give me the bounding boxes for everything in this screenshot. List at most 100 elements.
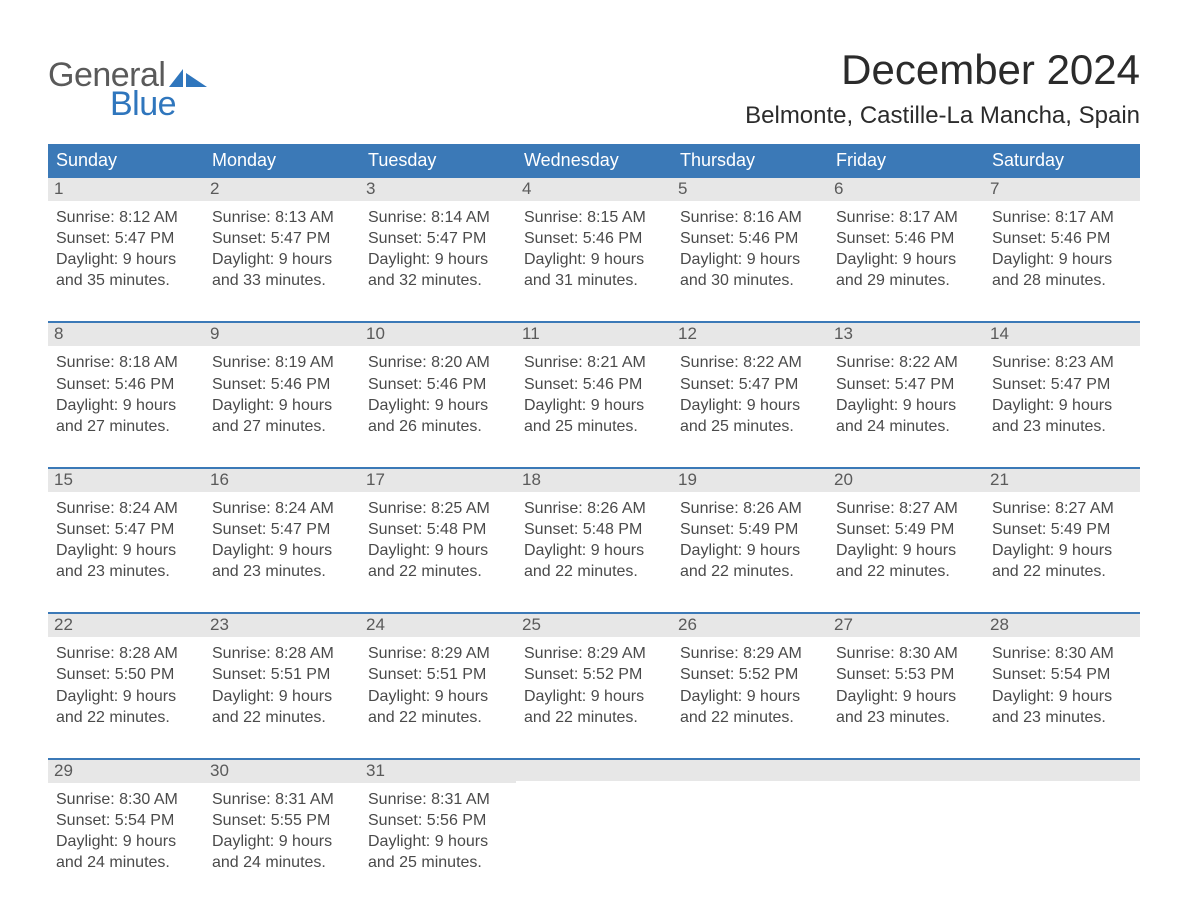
daylight-line-2: and 22 minutes. [680,561,820,582]
sunrise-line: Sunrise: 8:27 AM [992,498,1132,519]
calendar-day [516,760,672,877]
day-number: 29 [48,760,204,783]
day-number: 4 [516,178,672,201]
calendar-day: 31Sunrise: 8:31 AMSunset: 5:56 PMDayligh… [360,760,516,877]
day-details: Sunrise: 8:12 AMSunset: 5:47 PMDaylight:… [48,201,204,295]
weeks-container: 1Sunrise: 8:12 AMSunset: 5:47 PMDaylight… [48,178,1140,877]
day-number: 7 [984,178,1140,201]
calendar-day: 20Sunrise: 8:27 AMSunset: 5:49 PMDayligh… [828,469,984,586]
sunset-line: Sunset: 5:51 PM [368,664,508,685]
sunset-line: Sunset: 5:46 PM [524,228,664,249]
sunrise-line: Sunrise: 8:25 AM [368,498,508,519]
daylight-line-1: Daylight: 9 hours [524,686,664,707]
daylight-line-1: Daylight: 9 hours [680,540,820,561]
day-number: 27 [828,614,984,637]
sunrise-line: Sunrise: 8:30 AM [836,643,976,664]
day-of-week-label: Friday [828,144,984,178]
calendar-day: 29Sunrise: 8:30 AMSunset: 5:54 PMDayligh… [48,760,204,877]
daylight-line-1: Daylight: 9 hours [368,249,508,270]
day-number: 10 [360,323,516,346]
calendar-week: 15Sunrise: 8:24 AMSunset: 5:47 PMDayligh… [48,467,1140,586]
logo: General Blue [48,56,209,124]
sunrise-line: Sunrise: 8:19 AM [212,352,352,373]
sunset-line: Sunset: 5:50 PM [56,664,196,685]
sunset-line: Sunset: 5:47 PM [992,374,1132,395]
daylight-line-2: and 22 minutes. [56,707,196,728]
sunset-line: Sunset: 5:46 PM [212,374,352,395]
day-of-week-label: Saturday [984,144,1140,178]
day-number [516,760,672,781]
day-details: Sunrise: 8:27 AMSunset: 5:49 PMDaylight:… [828,492,984,586]
sunrise-line: Sunrise: 8:28 AM [56,643,196,664]
sunrise-line: Sunrise: 8:16 AM [680,207,820,228]
day-details: Sunrise: 8:24 AMSunset: 5:47 PMDaylight:… [204,492,360,586]
day-details: Sunrise: 8:26 AMSunset: 5:49 PMDaylight:… [672,492,828,586]
daylight-line-1: Daylight: 9 hours [524,540,664,561]
sunrise-line: Sunrise: 8:30 AM [992,643,1132,664]
calendar-day [672,760,828,877]
daylight-line-1: Daylight: 9 hours [56,540,196,561]
sunrise-line: Sunrise: 8:24 AM [212,498,352,519]
sunset-line: Sunset: 5:47 PM [56,228,196,249]
calendar-day: 16Sunrise: 8:24 AMSunset: 5:47 PMDayligh… [204,469,360,586]
sunset-line: Sunset: 5:55 PM [212,810,352,831]
day-of-week-header: SundayMondayTuesdayWednesdayThursdayFrid… [48,144,1140,178]
day-number: 14 [984,323,1140,346]
sunset-line: Sunset: 5:47 PM [836,374,976,395]
daylight-line-1: Daylight: 9 hours [212,831,352,852]
day-details: Sunrise: 8:30 AMSunset: 5:54 PMDaylight:… [984,637,1140,731]
day-number: 23 [204,614,360,637]
calendar-day [984,760,1140,877]
day-details: Sunrise: 8:18 AMSunset: 5:46 PMDaylight:… [48,346,204,440]
day-number: 26 [672,614,828,637]
daylight-line-2: and 27 minutes. [56,416,196,437]
sunrise-line: Sunrise: 8:18 AM [56,352,196,373]
day-number: 2 [204,178,360,201]
daylight-line-1: Daylight: 9 hours [368,395,508,416]
logo-text-blue: Blue [110,85,209,124]
sunrise-line: Sunrise: 8:31 AM [368,789,508,810]
day-details: Sunrise: 8:27 AMSunset: 5:49 PMDaylight:… [984,492,1140,586]
daylight-line-2: and 22 minutes. [368,707,508,728]
calendar-day: 26Sunrise: 8:29 AMSunset: 5:52 PMDayligh… [672,614,828,731]
calendar-week: 1Sunrise: 8:12 AMSunset: 5:47 PMDaylight… [48,178,1140,295]
day-of-week-label: Tuesday [360,144,516,178]
day-of-week-label: Monday [204,144,360,178]
day-details: Sunrise: 8:15 AMSunset: 5:46 PMDaylight:… [516,201,672,295]
day-details: Sunrise: 8:26 AMSunset: 5:48 PMDaylight:… [516,492,672,586]
daylight-line-1: Daylight: 9 hours [836,686,976,707]
sunset-line: Sunset: 5:48 PM [368,519,508,540]
calendar-day: 23Sunrise: 8:28 AMSunset: 5:51 PMDayligh… [204,614,360,731]
daylight-line-2: and 25 minutes. [524,416,664,437]
daylight-line-2: and 22 minutes. [836,561,976,582]
day-number: 21 [984,469,1140,492]
day-details: Sunrise: 8:29 AMSunset: 5:52 PMDaylight:… [672,637,828,731]
title-block: December 2024 Belmonte, Castille-La Manc… [745,42,1140,130]
daylight-line-2: and 23 minutes. [212,561,352,582]
daylight-line-1: Daylight: 9 hours [212,686,352,707]
sunrise-line: Sunrise: 8:22 AM [680,352,820,373]
day-details: Sunrise: 8:25 AMSunset: 5:48 PMDaylight:… [360,492,516,586]
sunset-line: Sunset: 5:46 PM [368,374,508,395]
location-subtitle: Belmonte, Castille-La Mancha, Spain [745,102,1140,130]
month-title: December 2024 [745,46,1140,94]
day-number: 6 [828,178,984,201]
sunrise-line: Sunrise: 8:23 AM [992,352,1132,373]
sunset-line: Sunset: 5:48 PM [524,519,664,540]
sunset-line: Sunset: 5:52 PM [524,664,664,685]
sunset-line: Sunset: 5:53 PM [836,664,976,685]
sunrise-line: Sunrise: 8:17 AM [836,207,976,228]
daylight-line-1: Daylight: 9 hours [212,249,352,270]
sunrise-line: Sunrise: 8:29 AM [524,643,664,664]
day-details: Sunrise: 8:13 AMSunset: 5:47 PMDaylight:… [204,201,360,295]
day-details: Sunrise: 8:29 AMSunset: 5:52 PMDaylight:… [516,637,672,731]
daylight-line-2: and 23 minutes. [836,707,976,728]
calendar-day: 30Sunrise: 8:31 AMSunset: 5:55 PMDayligh… [204,760,360,877]
sunset-line: Sunset: 5:47 PM [212,228,352,249]
daylight-line-2: and 29 minutes. [836,270,976,291]
day-number: 25 [516,614,672,637]
daylight-line-2: and 30 minutes. [680,270,820,291]
calendar-day: 2Sunrise: 8:13 AMSunset: 5:47 PMDaylight… [204,178,360,295]
sunset-line: Sunset: 5:49 PM [992,519,1132,540]
sunset-line: Sunset: 5:49 PM [680,519,820,540]
